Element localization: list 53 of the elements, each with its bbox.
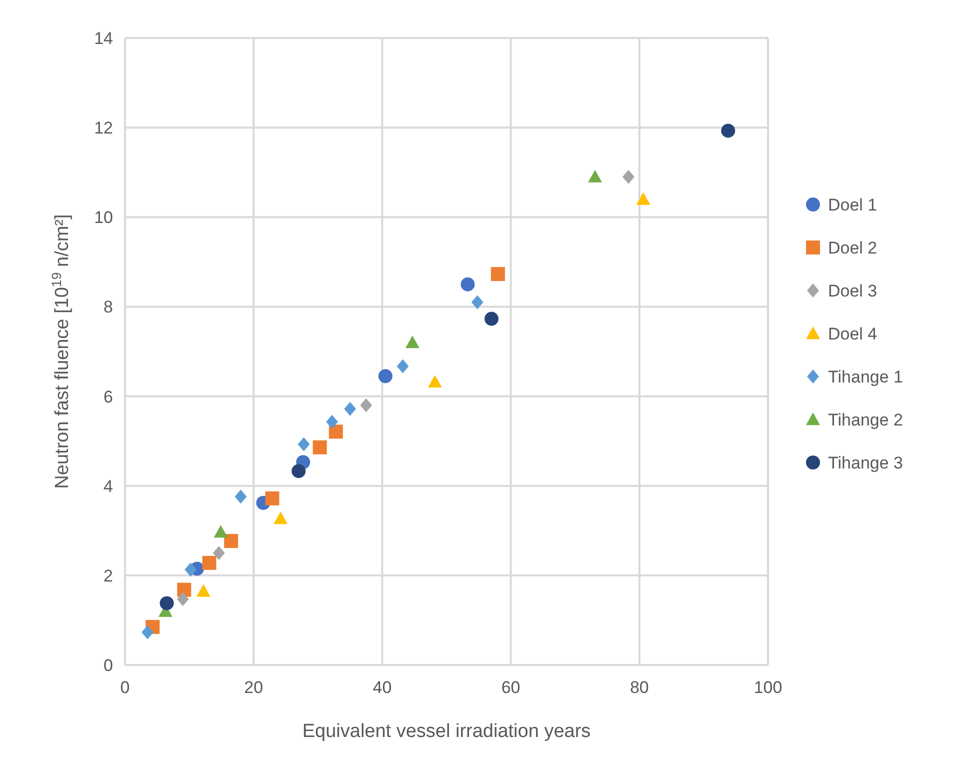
point [636,192,650,205]
point [471,295,484,310]
point [234,490,247,504]
point [202,556,216,570]
point [312,440,327,454]
y-tick-label: 2 [104,566,113,586]
point [326,414,338,429]
point [378,369,392,384]
legend-label: Doel 1 [828,196,878,214]
point [328,424,343,439]
x-tick-label: 40 [372,678,392,697]
point [274,512,288,524]
legend-label: Doel 2 [828,238,878,258]
y-tick-label: 4 [104,476,113,496]
x-axis-title: Equivalent vessel irradiation years [302,721,591,742]
legend-label: Doel 4 [828,324,878,344]
point [721,124,736,138]
point [405,336,420,348]
point [360,398,372,412]
y-tick-label: 14 [94,29,113,48]
point [298,437,310,452]
y-tick-label: 12 [94,118,113,138]
point [292,464,306,478]
y-tick-label: 6 [104,387,113,406]
point [460,277,475,292]
legend-label: Doel 3 [828,282,878,300]
point [142,625,154,640]
legend-label: Tihange 1 [828,368,903,386]
point [184,562,197,577]
point [265,491,280,506]
x-tick-label: 20 [244,678,264,697]
point [196,584,210,597]
y-tick-label: 0 [104,656,113,675]
point [176,592,189,606]
x-tick-label: 0 [120,678,130,697]
point [344,402,356,416]
y-tick-label: 8 [104,298,113,317]
legend-label: Tihange 3 [828,454,903,472]
x-tick-label: 80 [630,678,649,697]
point [224,534,238,548]
x-tick-label: 60 [501,678,520,697]
point [212,546,225,560]
point [490,267,505,282]
legend-label: Tihange 2 [828,410,903,430]
point [484,312,499,326]
point [428,374,442,388]
x-tick-label: 100 [754,678,782,697]
point [588,170,602,182]
y-tick-label: 10 [94,208,113,228]
point [160,596,174,610]
point [396,359,409,374]
point [214,524,228,538]
point [622,170,634,184]
